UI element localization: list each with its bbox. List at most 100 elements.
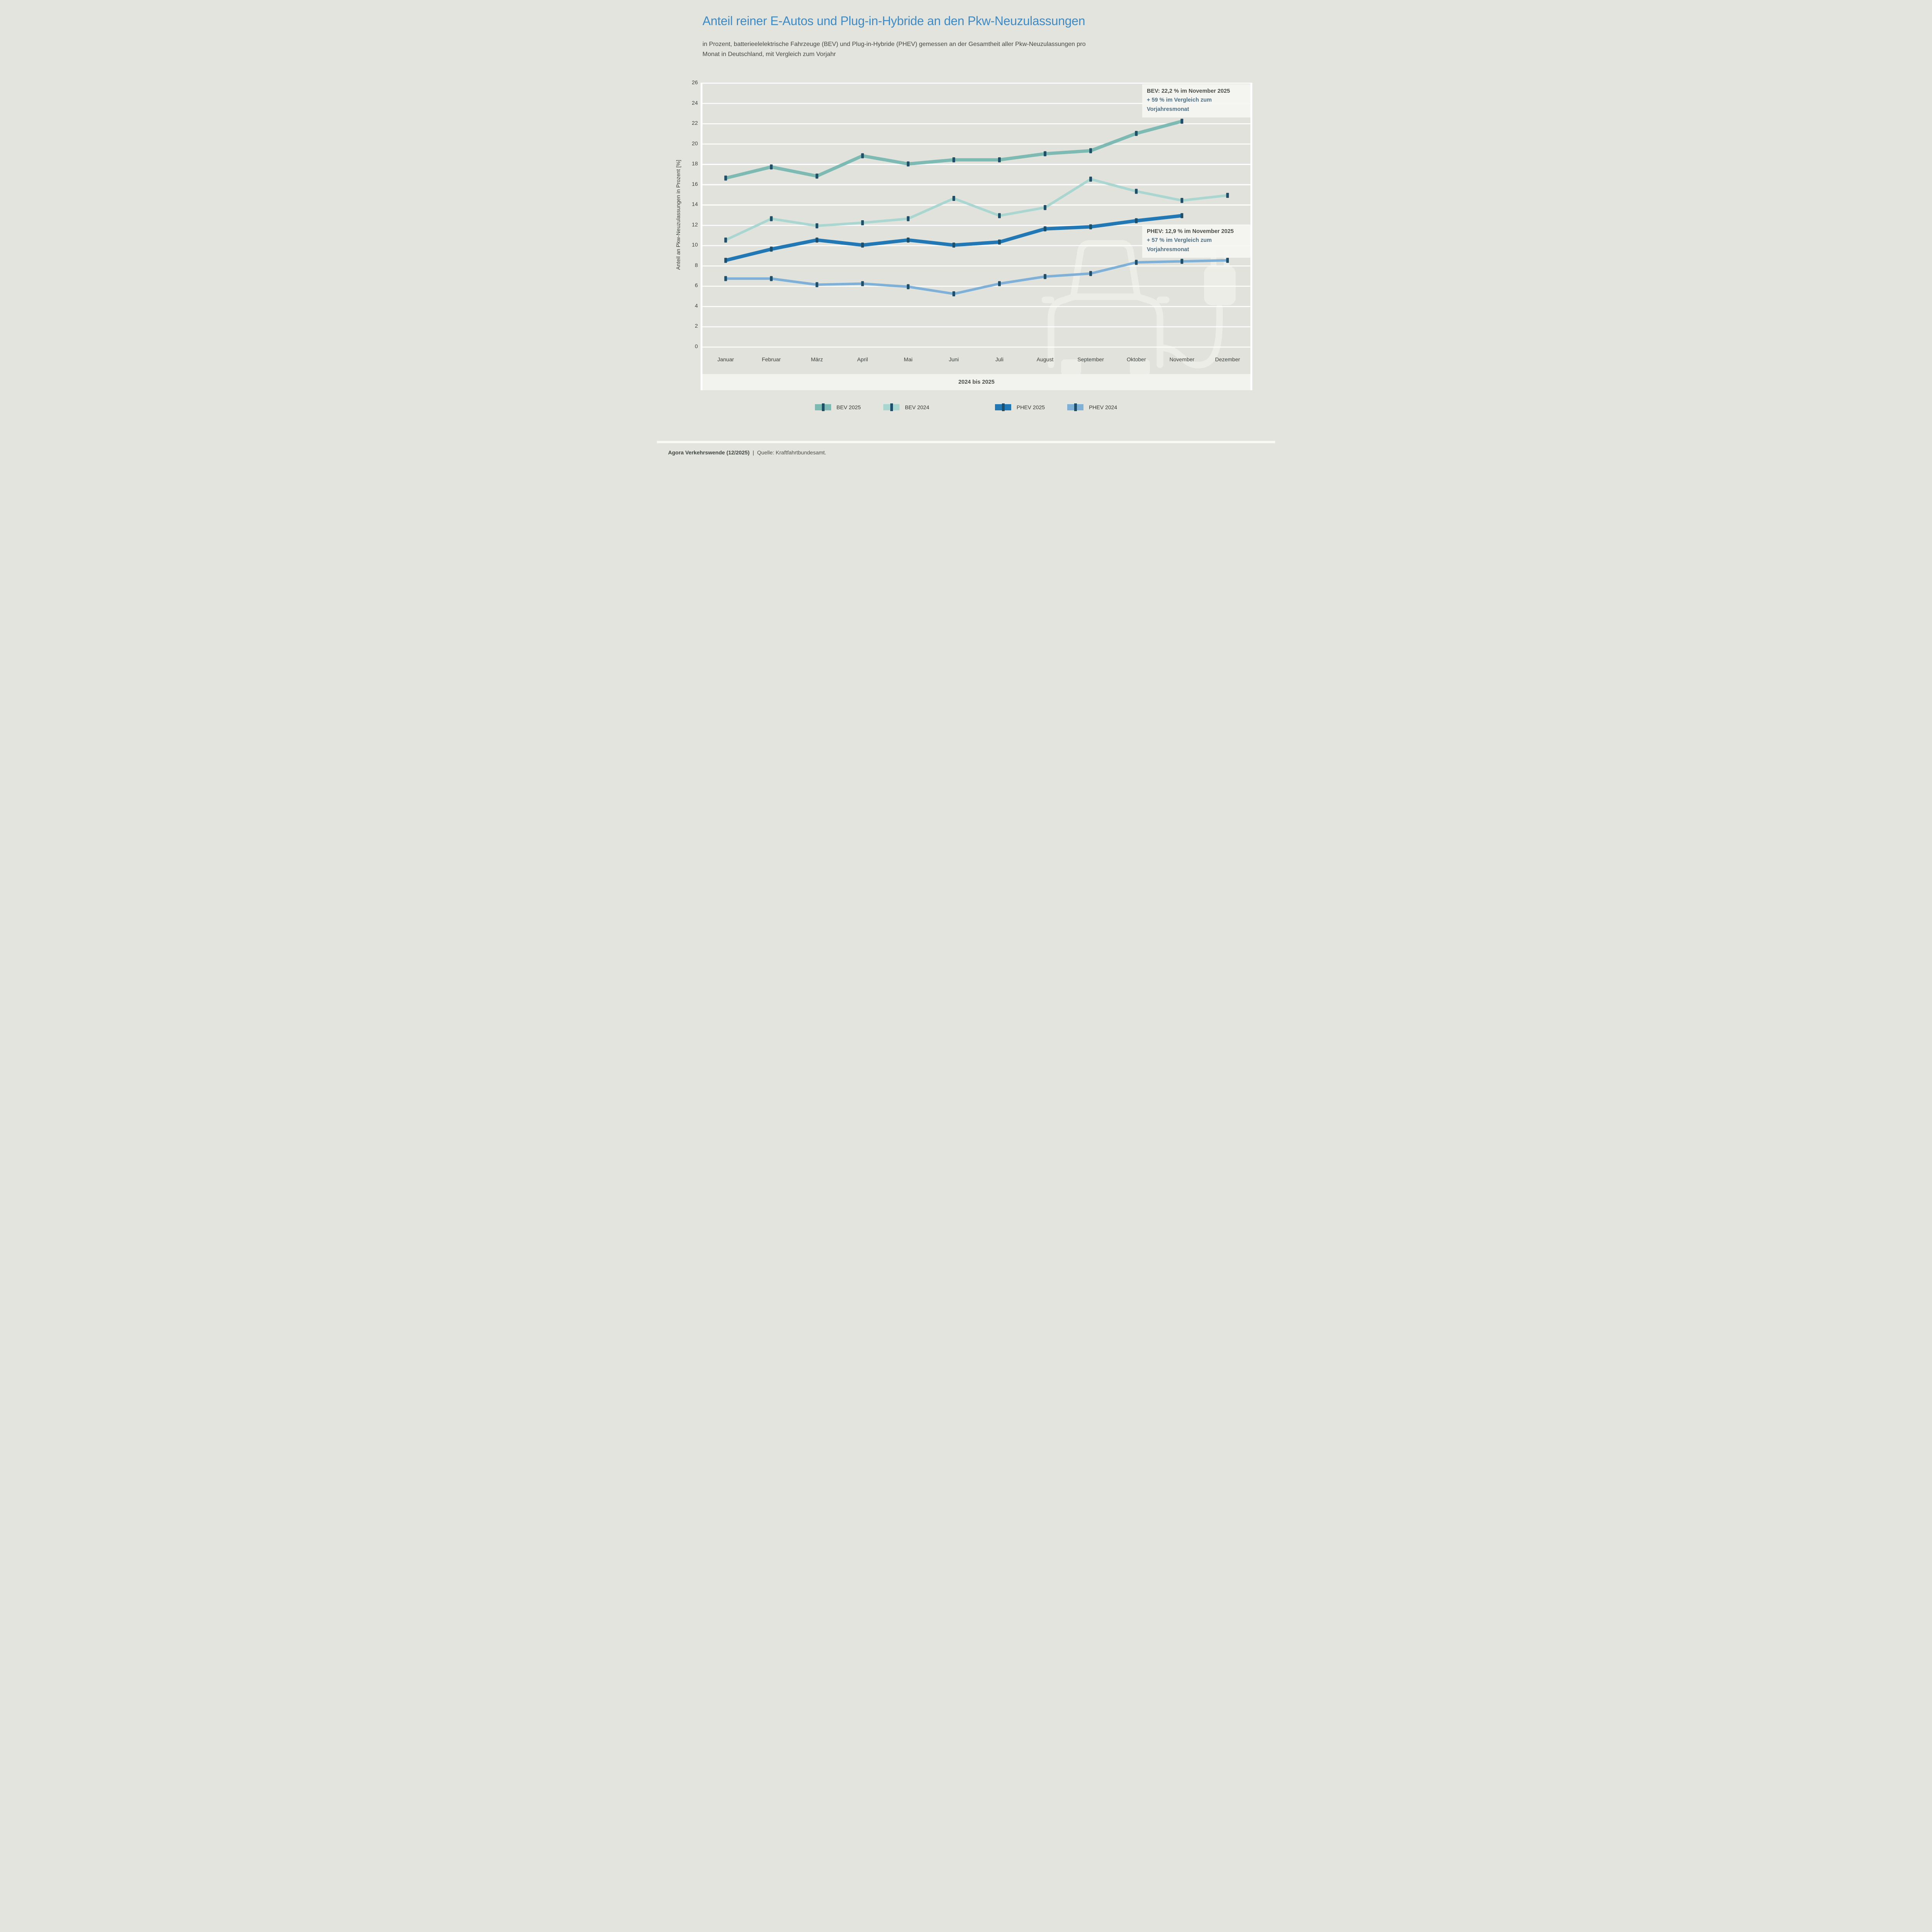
footer-publisher: Agora Verkehrswende (12/2025)	[668, 449, 750, 456]
footer-source: Quelle: Kraftfahrtbundesamt.	[757, 449, 827, 456]
bev-2024-line-swatch-icon	[883, 403, 900, 411]
x-tick-label-oktober: Oktober	[1126, 356, 1146, 362]
y-tick-label-24: 24	[692, 99, 698, 106]
footer: Agora Verkehrswende (12/2025) | Quelle: …	[668, 449, 826, 456]
y-axis-title: Anteil an Pkw-Neuzulassungen in Prozent …	[675, 160, 681, 270]
chart-subtitle-line2: Monat in Deutschland, mit Vergleich zum …	[702, 51, 836, 58]
data-point-marker	[998, 239, 1001, 245]
line-chart	[724, 119, 1229, 296]
x-tick-label-märz: März	[811, 356, 823, 362]
data-point-marker	[770, 247, 773, 252]
bev-annotation: BEV: 22,2 % im November 2025 + 59 % im V…	[1142, 84, 1250, 118]
data-point-marker	[906, 161, 910, 167]
legend-item-phev-2024: PHEV 2024	[1067, 403, 1117, 411]
legend-item-phev-2025: PHEV 2025	[995, 403, 1045, 411]
x-axis-period-strip: 2024 bis 2025	[702, 374, 1250, 390]
data-point-marker	[952, 291, 955, 296]
data-point-marker	[1089, 148, 1092, 153]
data-point-marker	[952, 157, 955, 163]
y-tick-label-26: 26	[692, 79, 698, 85]
plot-right-border	[1250, 83, 1252, 390]
data-point-marker	[1044, 226, 1047, 231]
x-tick-label-januar: Januar	[717, 356, 734, 362]
data-point-marker	[952, 242, 955, 248]
y-tick-label-16: 16	[692, 180, 698, 187]
marker-tick-icon	[1002, 403, 1005, 411]
legend-label-phev-2025: PHEV 2025	[1016, 404, 1045, 410]
phev-annotation: PHEV: 12,9 % im November 2025 + 57 % im …	[1142, 224, 1250, 258]
data-point-marker	[724, 258, 727, 263]
data-point-marker	[815, 223, 818, 228]
plot-left-border	[701, 83, 702, 390]
infographic-canvas: Anteil reiner E-Autos und Plug-in-Hybrid…	[657, 0, 1275, 464]
data-point-marker	[724, 175, 727, 181]
data-point-marker	[770, 164, 773, 170]
data-point-marker	[998, 281, 1001, 286]
data-point-marker	[1089, 177, 1092, 182]
series-line-bev-2024	[725, 178, 1228, 242]
data-point-marker	[1180, 213, 1184, 218]
data-point-marker	[861, 281, 864, 286]
phev-annotation-change-line2: Vorjahresmonat	[1147, 246, 1189, 253]
footer-pipe: |	[752, 449, 754, 456]
bev-2025-line-swatch-icon	[815, 403, 831, 411]
y-tick-label-22: 22	[692, 120, 698, 126]
data-point-marker	[1044, 274, 1047, 279]
data-point-marker	[1089, 224, 1092, 230]
y-tick-label-2: 2	[695, 323, 698, 329]
data-point-marker	[815, 282, 818, 287]
data-point-marker	[952, 196, 955, 201]
data-point-marker	[1135, 131, 1138, 136]
data-point-marker	[861, 242, 864, 248]
chart-title: Anteil reiner E-Autos und Plug-in-Hybrid…	[702, 14, 1085, 28]
marker-tick-icon	[890, 403, 893, 411]
x-tick-label-november: November	[1169, 356, 1195, 362]
y-tick-label-6: 6	[695, 282, 698, 289]
x-tick-label-dezember: Dezember	[1215, 356, 1240, 362]
series-line-bev-2025	[725, 119, 1182, 180]
legend-label-phev-2024: PHEV 2024	[1089, 404, 1117, 410]
data-point-marker	[906, 216, 910, 221]
data-point-marker	[861, 220, 864, 225]
phev-2024-line-swatch-icon	[1067, 403, 1084, 411]
chart-subtitle: in Prozent, batterieelelektrische Fahrze…	[702, 39, 1086, 60]
marker-tick-icon	[1074, 403, 1077, 411]
data-point-marker	[861, 153, 864, 158]
x-tick-label-februar: Februar	[762, 356, 781, 362]
series-line-phev-2024	[726, 259, 1228, 295]
x-tick-label-september: September	[1077, 356, 1104, 362]
legend: BEV 2025 BEV 2024 PHEV 2025 PHEV 2024	[657, 403, 1275, 411]
data-point-marker	[1089, 271, 1092, 276]
data-point-marker	[1180, 119, 1184, 124]
phev-annotation-value: PHEV: 12,9 % im November 2025	[1147, 228, 1234, 235]
data-point-marker	[770, 276, 773, 281]
phev-2025-line-swatch-icon	[995, 403, 1011, 411]
legend-label-bev-2025: BEV 2025	[836, 404, 861, 410]
legend-label-bev-2024: BEV 2024	[905, 404, 929, 410]
data-point-marker	[1180, 198, 1184, 203]
data-point-marker	[906, 284, 910, 289]
x-axis-period-label: 2024 bis 2025	[958, 379, 995, 385]
data-point-marker	[815, 237, 818, 243]
legend-item-bev-2024: BEV 2024	[883, 403, 929, 411]
marker-tick-icon	[821, 403, 825, 411]
y-tick-label-20: 20	[692, 140, 698, 146]
y-tick-label-4: 4	[695, 302, 698, 309]
data-point-marker	[815, 173, 818, 179]
y-tick-label-18: 18	[692, 160, 698, 167]
data-point-marker	[1226, 193, 1229, 198]
bev-annotation-change-line2: Vorjahresmonat	[1147, 106, 1189, 112]
x-tick-label-mai: Mai	[904, 356, 913, 362]
data-point-marker	[998, 213, 1001, 218]
y-tick-label-14: 14	[692, 201, 698, 207]
data-point-marker	[1180, 259, 1184, 264]
x-tick-label-juni: Juni	[949, 356, 959, 362]
data-point-marker	[770, 216, 773, 221]
bev-annotation-value: BEV: 22,2 % im November 2025	[1147, 88, 1230, 94]
data-point-marker	[724, 237, 727, 243]
x-tick-label-august: August	[1036, 356, 1054, 362]
x-tick-label-juli: Juli	[995, 356, 1003, 362]
data-point-marker	[1226, 258, 1229, 263]
y-tick-label-10: 10	[692, 242, 698, 248]
data-point-marker	[1135, 218, 1138, 223]
